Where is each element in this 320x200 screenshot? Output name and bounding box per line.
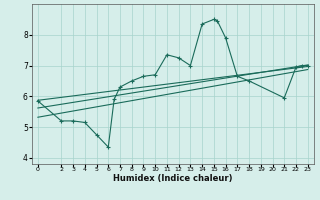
X-axis label: Humidex (Indice chaleur): Humidex (Indice chaleur)	[113, 174, 233, 183]
